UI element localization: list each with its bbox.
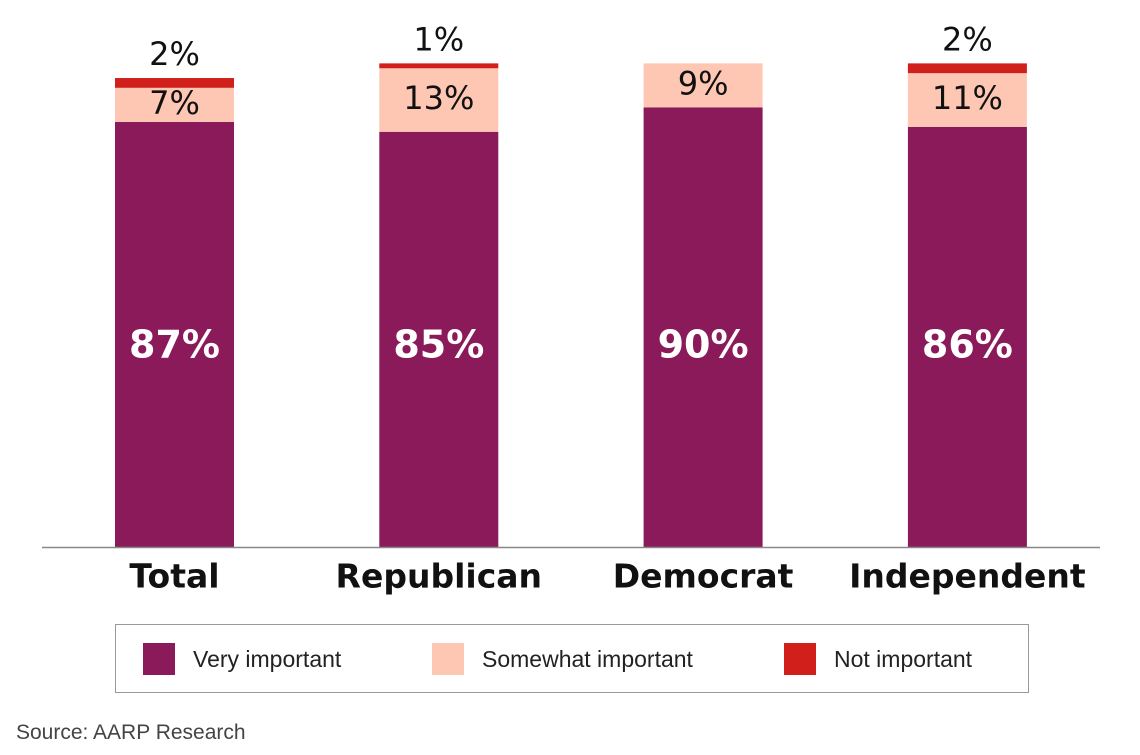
data-label: 2%	[149, 35, 200, 73]
x-tick-label: Democrat	[613, 557, 794, 596]
legend-label: Very important	[193, 645, 342, 672]
x-tick-label: Independent	[849, 557, 1086, 596]
bar-segment-very-important	[643, 107, 763, 547]
data-label: 9%	[678, 64, 729, 102]
legend-label: Somewhat important	[482, 645, 693, 672]
x-tick-label: Republican	[336, 557, 542, 596]
legend-item-very-important: Very important	[143, 643, 341, 675]
legend-swatch	[432, 643, 464, 675]
data-label: 90%	[658, 323, 749, 367]
bar-segment-very-important	[379, 131, 499, 547]
legend: Very important Somewhat important Not im…	[115, 624, 1029, 693]
source-note: Source: AARP Research	[16, 721, 246, 744]
legend-label: Not important	[834, 645, 973, 672]
data-label: 1%	[413, 20, 464, 58]
stacked-bar-chart: 87% 7% 2% Total 85% 13% 1% Republican 90% 9% Democ…	[42, 20, 1100, 596]
data-label: 7%	[149, 84, 200, 122]
data-label: 86%	[922, 323, 1013, 367]
bar-segment-not-important	[115, 78, 234, 88]
bar-segment-not-important	[379, 63, 499, 69]
legend-swatch	[784, 643, 816, 675]
legend-item-somewhat-important: Somewhat important	[432, 643, 693, 675]
x-tick-label: Total	[129, 557, 219, 596]
bar-segment-somewhat-important	[907, 73, 1027, 127]
legend-item-not-important: Not important	[784, 643, 972, 675]
data-label: 85%	[393, 323, 484, 367]
data-label: 11%	[932, 79, 1003, 117]
bar-segment-not-important	[907, 63, 1027, 74]
bar-segment-somewhat-important	[379, 68, 499, 132]
data-label: 87%	[129, 323, 220, 367]
legend-swatch	[143, 643, 175, 675]
bar-segment-very-important	[907, 126, 1027, 547]
bar-segment-somewhat-important	[115, 87, 234, 123]
data-label: 13%	[403, 79, 474, 117]
data-label: 2%	[942, 20, 993, 58]
bar-segment-somewhat-important	[643, 63, 763, 108]
bar-segment-very-important	[115, 122, 234, 547]
